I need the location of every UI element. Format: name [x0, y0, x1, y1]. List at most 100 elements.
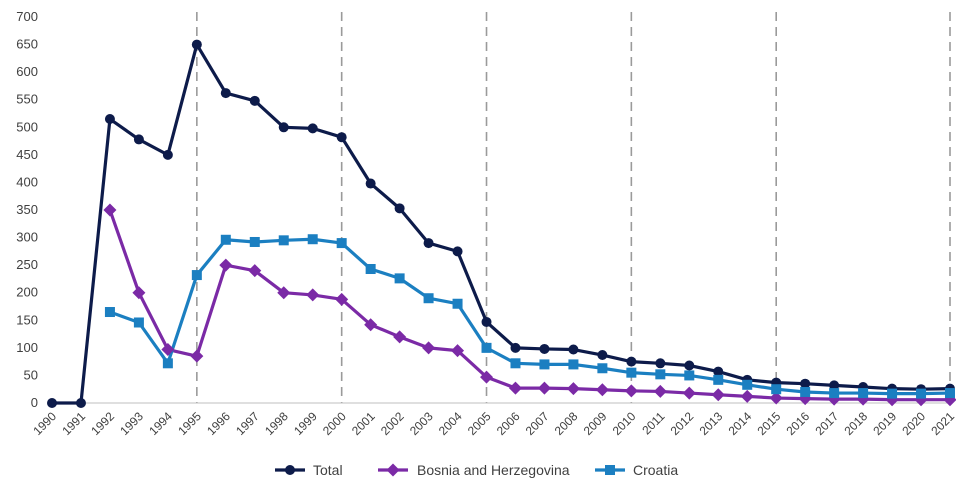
data-point-bosnia-and-herzegovina	[566, 382, 580, 396]
data-point-bosnia-and-herzegovina	[508, 381, 522, 395]
series-markers	[47, 39, 956, 408]
data-point-bosnia-and-herzegovina	[132, 286, 146, 300]
series-line-bosnia-and-herzegovina	[108, 208, 952, 402]
data-point-bosnia-and-herzegovina	[480, 370, 494, 384]
x-tick-label: 2016	[784, 409, 813, 438]
data-point-bosnia-and-herzegovina	[769, 391, 783, 405]
data-point-croatia	[307, 234, 318, 245]
data-point-total	[684, 360, 695, 371]
y-tick-label: 200	[16, 285, 38, 300]
data-point-bosnia-and-herzegovina	[190, 349, 204, 363]
data-point-croatia	[365, 264, 376, 275]
data-point-total	[47, 398, 57, 408]
data-point-croatia	[858, 388, 869, 399]
data-point-bosnia-and-herzegovina	[364, 318, 378, 332]
data-point-total	[220, 88, 231, 99]
data-point-total	[829, 380, 840, 391]
data-point-bosnia-and-herzegovina	[451, 344, 465, 358]
axes: 0 50 100 150 200 250 300 350 400 450 500 550 600 650 7…	[16, 9, 956, 438]
y-tick-label: 700	[16, 9, 38, 24]
series-lines	[50, 42, 952, 405]
data-point-total	[394, 203, 405, 214]
data-point-croatia	[510, 358, 521, 369]
series-line-total	[50, 42, 952, 405]
data-point-bosnia-and-herzegovina	[161, 343, 175, 357]
x-tick-label: 2021	[928, 409, 956, 438]
series-line-croatia	[108, 237, 952, 396]
data-point-bosnia-and-herzegovina	[219, 258, 233, 272]
data-point-bosnia-and-herzegovina	[711, 388, 725, 402]
data-point-total	[800, 378, 811, 389]
legend-item-total: Total	[275, 462, 343, 478]
x-tick-label: 2001	[349, 409, 378, 438]
data-point-croatia	[916, 388, 927, 399]
data-point-bosnia-and-herzegovina	[537, 381, 551, 395]
y-tick-label: 100	[16, 340, 38, 355]
x-tick-label: 2017	[812, 409, 841, 438]
data-point-total	[452, 246, 463, 257]
x-tick-label: 2002	[378, 409, 407, 438]
data-point-total	[133, 134, 144, 145]
data-point-croatia	[945, 388, 955, 399]
data-point-croatia	[452, 298, 463, 309]
x-tick-label: 2006	[494, 409, 523, 438]
x-tick-label: 2009	[581, 409, 610, 438]
legend-label: Croatia	[633, 462, 678, 478]
data-point-croatia	[162, 358, 173, 369]
y-tick-label: 150	[16, 312, 38, 327]
x-tick-label: 2007	[523, 409, 552, 438]
data-point-croatia	[104, 307, 115, 318]
x-tick-label: 1993	[117, 409, 146, 438]
data-point-total	[249, 95, 260, 106]
data-point-croatia	[800, 386, 811, 397]
y-tick-label: 550	[16, 92, 38, 107]
legend-item-croatia: Croatia	[595, 462, 678, 478]
x-tick-label: 2003	[407, 409, 436, 438]
data-point-croatia	[220, 234, 231, 245]
data-point-total	[104, 114, 115, 125]
data-point-bosnia-and-herzegovina	[653, 384, 667, 398]
y-tick-label: 300	[16, 230, 38, 245]
data-point-total	[278, 122, 289, 133]
data-point-croatia	[394, 273, 405, 284]
data-point-total	[365, 178, 376, 189]
x-tick-label: 2008	[552, 409, 581, 438]
legend: Total Bosnia and Herzegovina Croatia	[275, 462, 678, 478]
y-tick-label: 50	[24, 367, 38, 382]
data-point-croatia	[539, 359, 550, 370]
data-point-bosnia-and-herzegovina	[624, 384, 638, 398]
data-point-bosnia-and-herzegovina	[393, 330, 407, 344]
x-tick-label: 2018	[841, 409, 870, 438]
data-point-bosnia-and-herzegovina	[103, 203, 117, 217]
data-point-total	[539, 343, 550, 354]
data-point-bosnia-and-herzegovina	[422, 341, 436, 355]
data-point-croatia	[336, 238, 347, 249]
x-tick-label: 1991	[59, 409, 88, 438]
y-tick-label: 350	[16, 202, 38, 217]
legend-item-bosnia-and-herzegovina: Bosnia and Herzegovina	[378, 462, 570, 478]
x-tick-label: 2020	[899, 409, 928, 438]
data-point-croatia	[713, 374, 724, 385]
legend-marker	[386, 463, 400, 477]
data-point-croatia	[249, 236, 260, 247]
x-tick-label: 2000	[320, 409, 349, 438]
legend-marker	[605, 465, 615, 475]
data-point-total	[626, 356, 637, 367]
data-point-total	[713, 366, 724, 377]
data-point-croatia	[568, 359, 579, 370]
x-tick-label: 1990	[30, 409, 59, 438]
x-tick-label: 1992	[88, 409, 117, 438]
data-point-croatia	[423, 293, 434, 304]
x-tick-label: 1996	[204, 409, 233, 438]
data-point-total	[191, 39, 202, 50]
x-tick-label: 1995	[175, 409, 204, 438]
x-tick-label: 2014	[726, 409, 755, 438]
x-tick-label: 2019	[870, 409, 899, 438]
data-point-croatia	[278, 235, 289, 246]
data-point-croatia	[742, 379, 753, 390]
data-point-total	[597, 350, 608, 361]
data-point-total	[423, 238, 434, 249]
x-tick-label: 1997	[233, 409, 262, 438]
y-tick-label: 500	[16, 119, 38, 134]
